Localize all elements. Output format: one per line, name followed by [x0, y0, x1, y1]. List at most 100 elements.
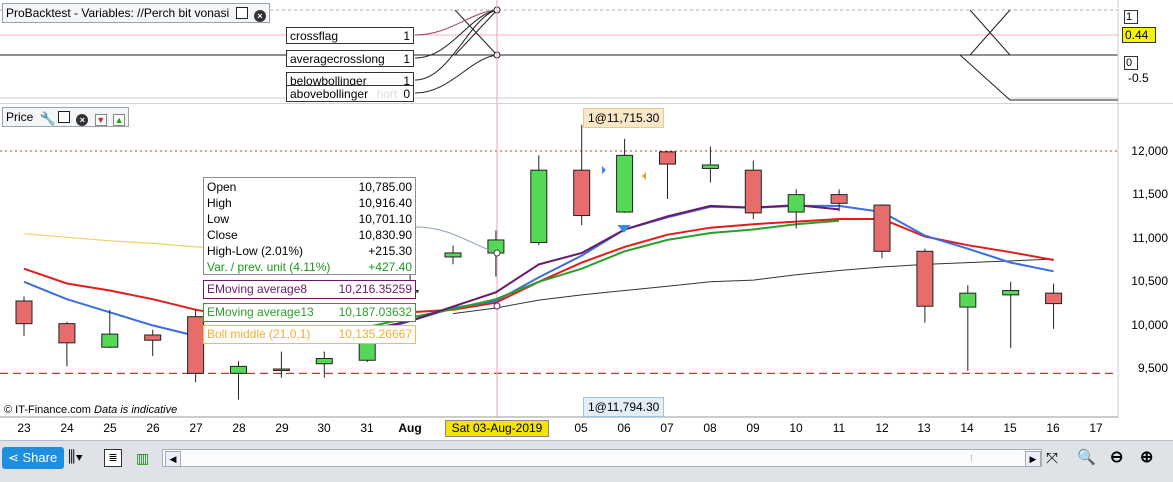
candle-body	[144, 334, 162, 341]
variables-title: ProBacktest - Variables: //Perch bit von…	[6, 6, 230, 20]
scroll-right-icon[interactable]: ▶	[1025, 451, 1041, 467]
date-label: 30	[317, 421, 331, 435]
crosshair-point	[493, 249, 501, 257]
candle-body	[744, 169, 762, 214]
date-label: 23	[17, 421, 31, 435]
variable-crossflag[interactable]: crossflag 1	[286, 27, 414, 44]
date-label: 26	[146, 421, 160, 435]
buy-arrow-icon	[617, 224, 631, 233]
date-label: 28	[232, 421, 246, 435]
variables-title-bar[interactable]: ProBacktest - Variables: //Perch bit von…	[2, 3, 270, 23]
wrench-icon[interactable]: 🔧	[39, 111, 56, 126]
zoom-fit-icon[interactable]: 🔍	[1077, 449, 1096, 466]
date-label: 11	[832, 421, 846, 435]
list-icon[interactable]: ≣	[104, 449, 122, 467]
price-chart	[0, 104, 1119, 418]
ema-point	[493, 302, 501, 310]
date-label: 15	[1003, 421, 1017, 435]
date-label: 24	[60, 421, 74, 435]
candle-body	[15, 300, 33, 325]
top-axis-neg: -0.5	[1128, 71, 1149, 85]
date-label: 08	[703, 421, 717, 435]
candle-body	[444, 252, 462, 258]
top-axis-1: 1	[1124, 10, 1138, 24]
scroll-thumb[interactable]: ⁝	[970, 453, 973, 463]
price-axis-label: 12,000	[1131, 144, 1168, 158]
candle-body	[530, 169, 548, 244]
info-row-high: High 10,916.40	[207, 196, 412, 210]
close-icon[interactable]: ×	[76, 114, 89, 126]
candle-body	[873, 204, 891, 252]
info-connector	[415, 226, 498, 254]
move-up-icon[interactable]: ▲	[113, 114, 126, 126]
price-axis-label: 11,000	[1132, 231, 1168, 245]
candle-body	[701, 164, 719, 169]
zoom-out-icon[interactable]: ⊖	[1110, 449, 1124, 466]
price-axis-label: 9,500	[1137, 361, 1168, 375]
candle-body	[101, 333, 119, 348]
top-axis-0: 0	[1124, 56, 1138, 70]
date-label: 16	[1046, 421, 1060, 435]
info-row-low: Low 10,701.10	[207, 212, 412, 226]
info-row-open: Open 10,785.00	[207, 180, 412, 194]
current-date-label: Sat 03-Aug-2019	[445, 420, 549, 437]
candles-icon[interactable]: ▥	[136, 450, 150, 466]
maximize-icon[interactable]	[58, 111, 71, 123]
candle-body	[787, 194, 805, 213]
maximize-icon[interactable]	[235, 7, 248, 19]
candle-body	[959, 292, 977, 308]
ohlc-info-box: Open 10,785.00 High 10,916.40 Low 10,701.10…	[203, 177, 416, 275]
ema8-label[interactable]: EMoving average8 10,216.35259	[203, 280, 416, 299]
share-button[interactable]: ⋖ Share	[2, 447, 64, 469]
candle-body	[315, 358, 333, 365]
candle-body	[1045, 292, 1063, 305]
info-row-range: High-Low (2.01%) +215.30	[207, 244, 412, 258]
ema13-line	[366, 219, 840, 329]
zoom-in-icon[interactable]: ⊕	[1140, 449, 1154, 466]
variable-averagecrosslong[interactable]: averagecrosslong 1	[286, 50, 414, 67]
variable-belowbollinger[interactable]: belowbollinger 1	[286, 72, 414, 86]
chart-type-icon[interactable]: ⫼▾	[68, 449, 84, 466]
footer: © IT-Finance.com Data is indicative	[4, 404, 177, 416]
candle-body	[916, 250, 934, 307]
top-axis-current: 0.44	[1122, 27, 1156, 43]
price-title: Price	[6, 110, 34, 124]
variables-panel: ProBacktest - Variables: //Perch bit von…	[0, 0, 1173, 103]
ghost-label: hort	[376, 87, 398, 101]
date-label: 17	[1089, 421, 1103, 435]
price-axis-label: 10,000	[1131, 318, 1168, 332]
candle-body	[1002, 290, 1020, 296]
date-label: 09	[746, 421, 760, 435]
scroll-left-icon[interactable]: ◀	[165, 451, 181, 467]
date-label: 05	[574, 421, 588, 435]
date-label: 25	[103, 421, 117, 435]
move-down-icon[interactable]: ▼	[94, 114, 107, 126]
marker-left-icon	[642, 172, 646, 180]
candle-body	[230, 365, 247, 374]
candle-body	[272, 368, 290, 371]
auto-scale-icon[interactable]: ⤧	[1046, 450, 1059, 467]
price-title-bar[interactable]: Price 🔧 × ▼ ▲	[2, 107, 130, 127]
date-label-month: Aug	[398, 421, 422, 435]
price-panel: Price 🔧 × ▼ ▲	[0, 104, 1173, 418]
variables-chart	[0, 0, 1119, 103]
date-label: 13	[917, 421, 931, 435]
candle-body	[58, 323, 76, 344]
info-row-variation: Var. / prev. unit (4.11%) +427.40	[207, 260, 412, 274]
close-icon[interactable]: ×	[253, 10, 266, 22]
candle-body	[616, 154, 634, 213]
ema13-label[interactable]: EMoving average13 10,187.03632	[203, 303, 416, 322]
source-label: © IT-Finance.com	[4, 404, 91, 416]
candle-body	[659, 151, 676, 165]
date-label: 10	[789, 421, 803, 435]
date-label: 06	[617, 421, 631, 435]
date-label: 07	[660, 421, 674, 435]
candle-body	[830, 194, 848, 204]
gray-average-line	[452, 258, 1054, 315]
boll-middle-label[interactable]: Boll middle (21,0,1) 10,135.26667	[203, 325, 416, 344]
horizontal-scrollbar[interactable]	[162, 449, 1042, 467]
date-label: 12	[875, 421, 889, 435]
price-axis-label: 10,500	[1131, 274, 1168, 288]
variable-abovebollinger[interactable]: abovebollinger hort 0	[286, 85, 414, 102]
info-row-close: Close 10,830.90	[207, 228, 412, 242]
